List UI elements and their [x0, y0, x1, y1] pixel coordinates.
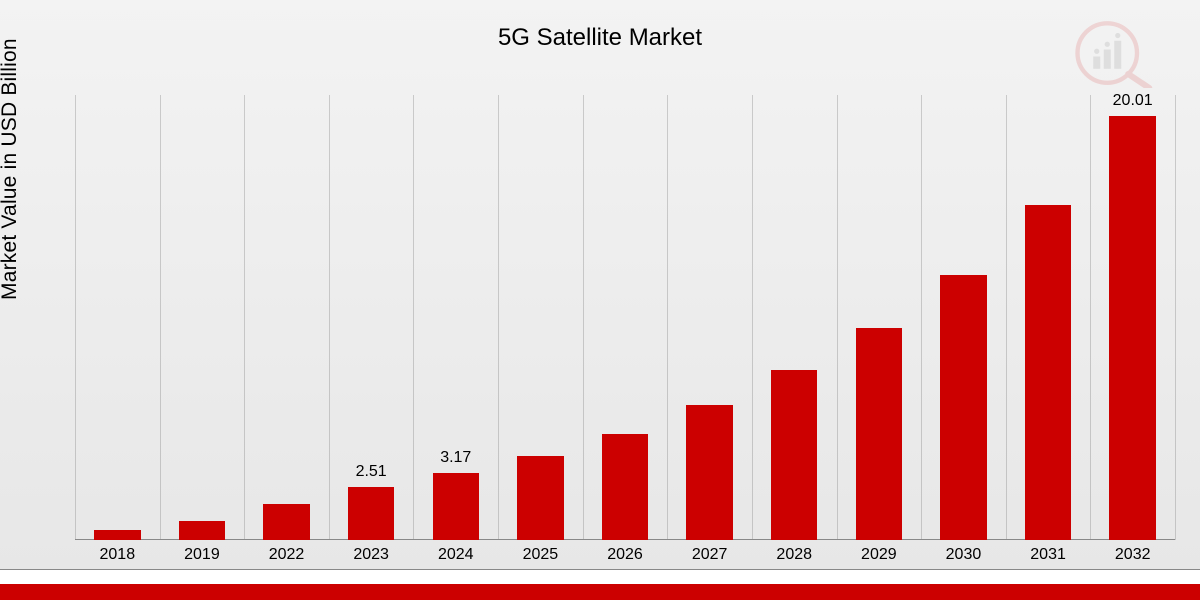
bar	[179, 521, 226, 540]
x-tick-label: 2018	[77, 546, 157, 564]
gridline-vertical	[837, 95, 838, 540]
gridline-vertical	[1090, 95, 1091, 540]
gridline-vertical	[413, 95, 414, 540]
bar	[348, 487, 395, 540]
bar-value-label: 20.01	[1093, 92, 1173, 110]
gridline-vertical	[329, 95, 330, 540]
gridline-vertical	[921, 95, 922, 540]
gridline-vertical	[75, 95, 76, 540]
x-tick-label: 2023	[331, 546, 411, 564]
watermark-logo-icon	[1070, 18, 1162, 88]
x-tick-label: 2025	[500, 546, 580, 564]
x-tick-label: 2031	[1008, 546, 1088, 564]
plot-area: 2018201920222.5120233.172024202520262027…	[75, 95, 1175, 540]
bar	[1109, 116, 1156, 540]
bar	[517, 456, 564, 540]
bar	[602, 434, 649, 540]
bar-value-label: 3.17	[416, 449, 496, 467]
gridline-vertical	[752, 95, 753, 540]
x-tick-label: 2029	[839, 546, 919, 564]
bar	[771, 370, 818, 540]
gridline-vertical	[1006, 95, 1007, 540]
bar	[940, 275, 987, 540]
bar	[1025, 205, 1072, 540]
bar	[433, 473, 480, 540]
bottom-stripe	[0, 584, 1200, 600]
x-tick-label: 2019	[162, 546, 242, 564]
gridline-vertical	[244, 95, 245, 540]
x-tick-label: 2030	[923, 546, 1003, 564]
bar	[263, 504, 310, 540]
bar-value-label: 2.51	[331, 463, 411, 481]
x-tick-label: 2032	[1093, 546, 1173, 564]
gridline-vertical	[583, 95, 584, 540]
x-tick-label: 2022	[247, 546, 327, 564]
x-tick-label: 2024	[416, 546, 496, 564]
bar	[856, 328, 903, 540]
chart-container: 5G Satellite Market Market Value in USD …	[0, 0, 1200, 570]
x-tick-label: 2027	[670, 546, 750, 564]
gridline-vertical	[498, 95, 499, 540]
y-axis-label: Market Value in USD Billion	[0, 38, 22, 300]
gridline-vertical	[1175, 95, 1176, 540]
bar	[94, 530, 141, 540]
x-tick-label: 2026	[585, 546, 665, 564]
gridline-vertical	[160, 95, 161, 540]
x-tick-label: 2028	[754, 546, 834, 564]
gridline-vertical	[667, 95, 668, 540]
bar	[686, 405, 733, 540]
chart-title: 5G Satellite Market	[0, 24, 1200, 52]
